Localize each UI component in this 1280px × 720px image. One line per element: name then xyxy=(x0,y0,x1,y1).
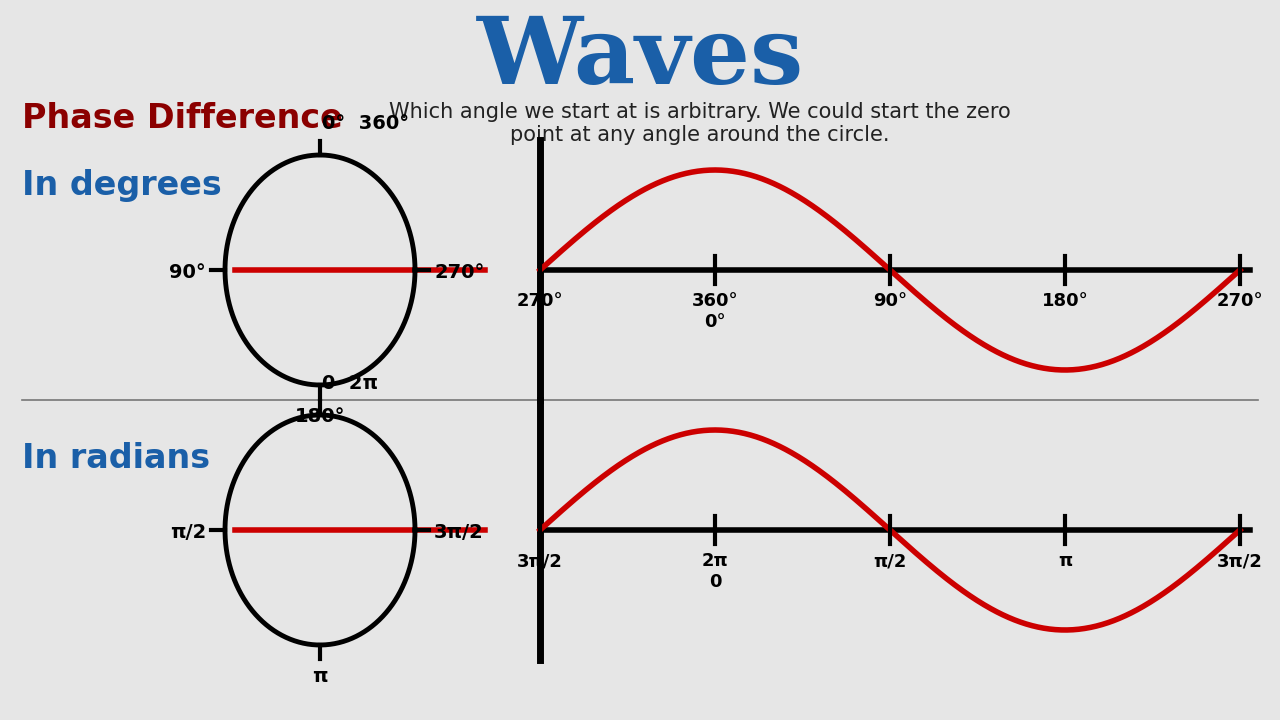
Text: 0°  360°: 0° 360° xyxy=(323,114,410,133)
Text: 90°: 90° xyxy=(169,264,206,282)
Text: 180°: 180° xyxy=(294,407,346,426)
Text: Phase Difference: Phase Difference xyxy=(22,102,343,135)
Text: 360°
0°: 360° 0° xyxy=(691,292,739,330)
Text: 0  2π: 0 2π xyxy=(323,374,378,393)
Text: 2π
0: 2π 0 xyxy=(701,552,728,591)
Text: 270°: 270° xyxy=(434,264,484,282)
Text: π: π xyxy=(312,667,328,686)
Text: π/2: π/2 xyxy=(170,523,206,542)
Text: Waves: Waves xyxy=(476,13,804,103)
Text: 180°: 180° xyxy=(1042,292,1088,310)
Text: 90°: 90° xyxy=(873,292,908,310)
Text: Which angle we start at is arbitrary. We could start the zero: Which angle we start at is arbitrary. We… xyxy=(389,102,1011,122)
Text: 3π/2: 3π/2 xyxy=(434,523,484,542)
Text: 270°: 270° xyxy=(517,292,563,310)
Text: 3π/2: 3π/2 xyxy=(1217,552,1263,570)
Text: π/2: π/2 xyxy=(873,552,906,570)
Text: point at any angle around the circle.: point at any angle around the circle. xyxy=(511,125,890,145)
Text: In radians: In radians xyxy=(22,441,210,474)
Text: 270°: 270° xyxy=(1217,292,1263,310)
Text: In degrees: In degrees xyxy=(22,168,221,202)
Text: 3π/2: 3π/2 xyxy=(517,552,563,570)
Text: π: π xyxy=(1057,552,1073,570)
